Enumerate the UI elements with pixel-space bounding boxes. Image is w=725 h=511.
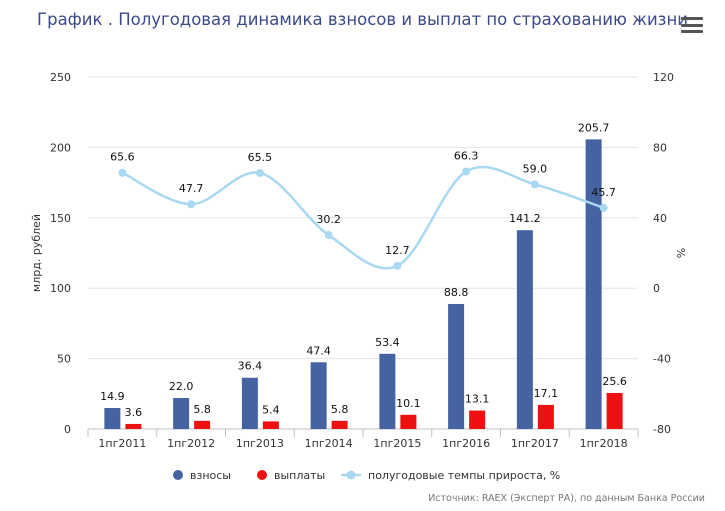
bar-vyplaty[interactable] [400, 414, 417, 429]
bar-vyplaty[interactable] [537, 404, 554, 429]
growth-line [121, 165, 605, 270]
growth-point[interactable] [393, 261, 402, 270]
growth-label: 45.7 [591, 186, 616, 199]
hamburger-menu-icon[interactable] [681, 17, 703, 37]
legend-marker-vyplaty[interactable] [257, 470, 267, 480]
bar-label-vyplaty: 5.8 [193, 403, 211, 416]
y-tick-label: 200 [50, 141, 71, 154]
x-tick-label: 1пг2012 [167, 437, 215, 450]
growth-point[interactable] [324, 231, 333, 240]
bar-vznosy[interactable] [585, 139, 602, 430]
bar-vyplaty[interactable] [262, 421, 279, 429]
growth-label: 59.0 [523, 162, 548, 175]
bar-vznosy[interactable] [241, 377, 258, 429]
bar-label-vznosy: 141.2 [509, 212, 541, 225]
bar-label-vznosy: 22.0 [169, 380, 194, 393]
x-tick-label: 1пг2016 [442, 437, 490, 450]
growth-label: 30.2 [316, 213, 341, 226]
growth-point[interactable] [530, 180, 539, 189]
growth-label: 65.6 [110, 151, 135, 164]
bar-vyplaty[interactable] [331, 420, 348, 429]
growth-point[interactable] [118, 168, 127, 177]
y-tick-label: 0 [64, 423, 71, 436]
bar-label-vyplaty: 3.6 [125, 406, 143, 419]
y-tick-label: 50 [57, 353, 71, 366]
legend-label-growth: полугодовые темпы прироста, % [368, 469, 560, 482]
x-tick-label: 1пг2015 [373, 437, 421, 450]
bar-vznosy[interactable] [448, 303, 465, 429]
bar-label-vyplaty: 5.8 [331, 403, 349, 416]
bar-vznosy[interactable] [173, 398, 190, 429]
x-tick-label: 1пг2013 [236, 437, 284, 450]
growth-point[interactable] [599, 203, 608, 212]
growth-point[interactable] [255, 168, 264, 177]
legend-label-vznosy: взносы [190, 469, 231, 482]
y-axis-label: млрд. рублей [30, 214, 43, 292]
y2-tick-label: 40 [653, 212, 667, 225]
bar-label-vyplaty: 13.1 [465, 393, 490, 406]
bar-label-vznosy: 14.9 [100, 390, 125, 403]
growth-point[interactable] [187, 200, 196, 209]
bar-vznosy[interactable] [379, 353, 396, 429]
growth-label: 12.7 [385, 244, 410, 257]
growth-point[interactable] [462, 167, 471, 176]
bar-label-vznosy: 205.7 [578, 121, 610, 134]
y-tick-label: 150 [50, 212, 71, 225]
bar-label-vznosy: 88.8 [444, 286, 469, 299]
legend-marker-growth[interactable] [346, 470, 356, 480]
bar-label-vyplaty: 5.4 [262, 403, 280, 416]
y-tick-label: 250 [50, 71, 71, 84]
y2-tick-label: -40 [653, 353, 671, 366]
y2-tick-label: 120 [653, 71, 674, 84]
y-tick-label: 100 [50, 282, 71, 295]
x-tick-label: 1пг2018 [580, 437, 628, 450]
x-tick-label: 1пг2017 [511, 437, 559, 450]
bar-vznosy[interactable] [516, 230, 533, 429]
x-tick-label: 1пг2011 [98, 437, 146, 450]
bar-label-vyplaty: 17.1 [534, 387, 559, 400]
x-tick-label: 1пг2014 [305, 437, 353, 450]
menu-line [681, 30, 703, 33]
bar-vyplaty[interactable] [194, 420, 211, 429]
growth-label: 47.7 [179, 182, 204, 195]
bar-label-vyplaty: 10.1 [396, 397, 421, 410]
bar-vyplaty[interactable] [469, 410, 486, 429]
menu-line [681, 23, 703, 27]
menu-line [681, 17, 703, 20]
y2-tick-label: -80 [653, 423, 671, 436]
bar-label-vyplaty: 25.6 [602, 375, 627, 388]
bar-vznosy[interactable] [310, 362, 327, 429]
y2-axis-label: % [675, 248, 688, 258]
bar-vyplaty[interactable] [125, 423, 142, 429]
bar-label-vznosy: 53.4 [375, 336, 400, 349]
legend-label-vyplaty: выплаты [274, 469, 325, 482]
legend-marker-vznosy[interactable] [173, 470, 183, 480]
bar-vyplaty[interactable] [606, 392, 623, 429]
y2-tick-label: 0 [653, 282, 660, 295]
bar-label-vznosy: 36.4 [238, 360, 263, 373]
growth-label: 65.5 [248, 151, 273, 164]
source-note: Источник: RAEX (Эксперт РА), по данным Б… [428, 493, 705, 504]
growth-label: 66.3 [454, 150, 479, 163]
y2-tick-label: 80 [653, 141, 667, 154]
bar-label-vznosy: 47.4 [306, 344, 331, 357]
chart-title: График . Полугодовая динамика взносов и … [37, 10, 688, 29]
bar-vznosy[interactable] [104, 408, 121, 429]
